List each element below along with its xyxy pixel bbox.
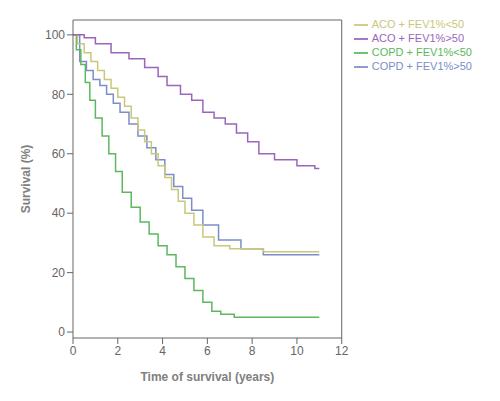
svg-text:40: 40 <box>52 206 66 220</box>
svg-text:Survival (%): Survival (%) <box>19 145 33 214</box>
html-text:ACO + FEV1%<50: ACO + FEV1%<50 <box>371 18 464 30</box>
svg-text:0: 0 <box>70 344 77 358</box>
svg-text:80: 80 <box>52 88 66 102</box>
svg-text:60: 60 <box>52 147 66 161</box>
svg-text:10: 10 <box>290 344 304 358</box>
svg-text:4: 4 <box>159 344 166 358</box>
svg-text:100: 100 <box>45 28 65 42</box>
svg-text:0: 0 <box>58 325 65 339</box>
html-text:COPD + FEV1%<50: COPD + FEV1%<50 <box>371 46 472 59</box>
svg-text:8: 8 <box>249 344 256 358</box>
svg-text:2: 2 <box>114 344 121 358</box>
html-text:ACO + FEV1%>50: ACO + FEV1%>50 <box>371 32 464 45</box>
svg-text:20: 20 <box>52 266 66 280</box>
svg-text:Time of survival (years): Time of survival (years) <box>140 370 274 384</box>
svg-text:12: 12 <box>335 344 349 358</box>
html-text:COPD + FEV1%>50: COPD + FEV1%>50 <box>371 60 472 73</box>
svg-text:6: 6 <box>204 344 211 358</box>
